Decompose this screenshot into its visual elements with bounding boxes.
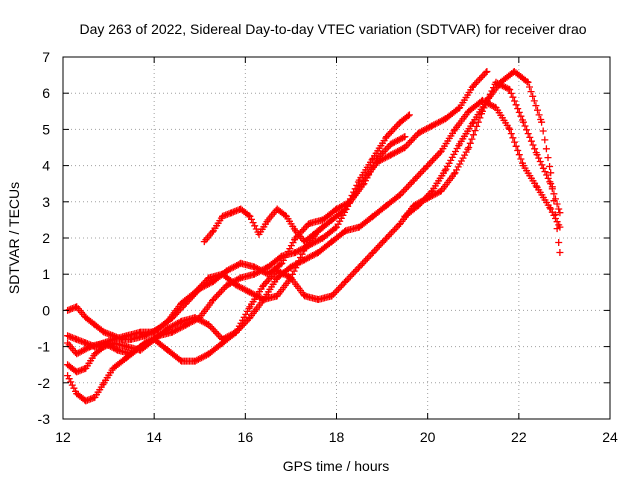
y-axis-label: SDTVAR / TECUs <box>6 182 22 294</box>
data-points-day-6 <box>200 205 327 246</box>
x-tick-label: 22 <box>511 429 527 445</box>
x-tick-label: 18 <box>329 429 345 445</box>
data-points-day-7 <box>401 68 564 256</box>
data-points-day-5 <box>64 96 564 405</box>
y-tick-label: 7 <box>42 49 50 65</box>
x-tick-label: 16 <box>238 429 254 445</box>
x-tick-label: 14 <box>146 429 162 445</box>
y-tick-label: 1 <box>42 266 50 282</box>
y-tick-label: -2 <box>38 375 51 391</box>
y-tick-label: 5 <box>42 121 50 137</box>
y-tick-label: 4 <box>42 158 50 174</box>
series-day-2 <box>64 111 413 351</box>
y-tick-label: 3 <box>42 194 50 210</box>
y-tick-label: 2 <box>42 230 50 246</box>
y-tick-label: -3 <box>38 411 51 427</box>
data-layer <box>64 68 564 405</box>
y-tick-label: -1 <box>38 339 51 355</box>
x-tick-label: 20 <box>420 429 436 445</box>
data-points-day-2 <box>64 111 413 351</box>
series-day-5 <box>64 96 564 405</box>
y-tick-label: 0 <box>42 302 50 318</box>
x-tick-label: 24 <box>602 429 618 445</box>
y-tick-label: 6 <box>42 85 50 101</box>
chart-title: Day 263 of 2022, Sidereal Day-to-day VTE… <box>79 21 586 37</box>
x-axis-label: GPS time / hours <box>283 458 390 474</box>
series-day-6 <box>200 205 327 246</box>
x-tick-label: 12 <box>55 429 71 445</box>
series-day-7 <box>401 68 564 256</box>
